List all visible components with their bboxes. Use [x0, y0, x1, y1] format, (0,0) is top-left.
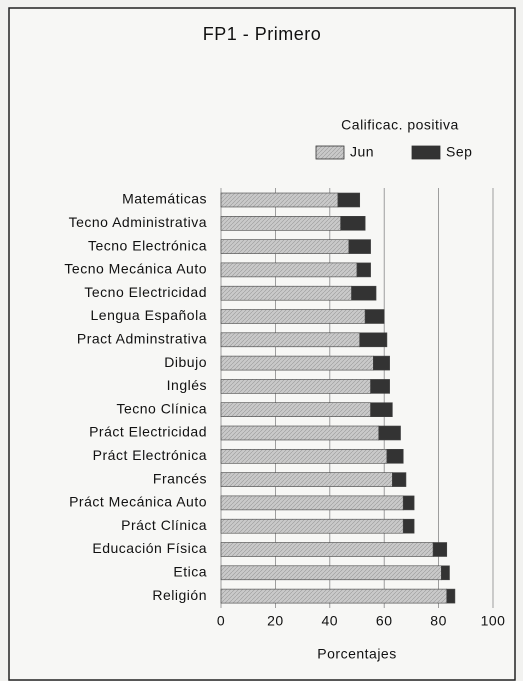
bar-segment: [378, 425, 401, 441]
y-tick-label: Tecno Mecánica Auto: [64, 261, 207, 277]
bar-segment: [220, 495, 404, 511]
bar-segment: [220, 192, 339, 208]
y-tick-label: Tecno Electrónica: [88, 237, 207, 253]
y-tick-label: Práct Clínica: [121, 517, 207, 533]
y-tick-label: Francés: [153, 470, 207, 486]
x-tick-label: 60: [376, 613, 393, 629]
x-axis-title: Porcentajes: [317, 646, 396, 662]
y-tick-label: Práct Electricidad: [89, 424, 207, 440]
y-tick-label: Práct Mecánica Auto: [69, 494, 207, 510]
y-tick-label: Tecno Electricidad: [84, 284, 207, 300]
bar-segment: [220, 425, 380, 441]
bar-segment: [220, 309, 366, 324]
x-tick-label: 20: [267, 613, 284, 629]
x-tick-label: 40: [322, 613, 339, 629]
legend-swatch: [411, 145, 441, 160]
bar-segment: [351, 285, 377, 301]
chart-title: FP1 - Primero: [203, 24, 322, 44]
bar-segment: [220, 379, 371, 394]
bar-segment: [364, 309, 385, 324]
y-tick-label: Religión: [152, 587, 207, 603]
legend-swatch: [315, 145, 345, 160]
y-tick-label: Tecno Clínica: [116, 400, 207, 416]
x-tick-label: 100: [481, 613, 506, 629]
x-tick-label: 80: [430, 613, 447, 629]
bar-segment: [441, 565, 450, 581]
bar-segment: [356, 262, 371, 278]
legend-title: Calificac. positiva: [341, 117, 459, 133]
bar-segment: [402, 495, 415, 511]
bar-segment: [392, 472, 407, 487]
bar-segment: [220, 542, 434, 557]
bar-segment: [220, 262, 358, 278]
bar-segment: [370, 402, 393, 418]
y-tick-label: Etica: [173, 564, 207, 580]
legend-label: Jun: [350, 144, 374, 160]
bar-segment: [220, 239, 350, 254]
bar-segment: [340, 216, 366, 231]
bar-segment: [220, 518, 404, 534]
bar-segment: [220, 448, 388, 464]
bar-segment: [402, 518, 415, 534]
bar-segment: [220, 332, 361, 348]
y-tick-label: Educación Física: [92, 540, 207, 556]
bar-segment: [220, 472, 393, 487]
bar-segment: [446, 588, 456, 604]
bar-segment: [337, 192, 361, 208]
bar-segment: [373, 355, 390, 371]
bar-segment: [386, 448, 404, 464]
bar-segment: [220, 588, 448, 604]
bar-segment: [359, 332, 388, 348]
bar-segment: [220, 355, 374, 371]
y-tick-label: Lengua Española: [91, 307, 208, 323]
bar-segment: [220, 565, 442, 581]
y-tick-label: Matemáticas: [122, 191, 207, 207]
bar-segment: [432, 542, 448, 557]
bar-segment: [370, 379, 390, 394]
bar-segment: [220, 216, 341, 231]
x-tick-label: 0: [217, 613, 225, 629]
legend-label: Sep: [446, 144, 472, 160]
y-tick-label: Inglés: [167, 377, 207, 393]
y-tick-label: Práct Electrónica: [93, 447, 207, 463]
y-tick-label: Tecno Administrativa: [69, 214, 207, 230]
y-tick-label: Pract Adminstrativa: [77, 331, 207, 347]
bar-segment: [348, 239, 371, 254]
bar-segment: [220, 285, 352, 301]
y-tick-label: Dibujo: [164, 354, 207, 370]
bar-segment: [220, 402, 371, 418]
